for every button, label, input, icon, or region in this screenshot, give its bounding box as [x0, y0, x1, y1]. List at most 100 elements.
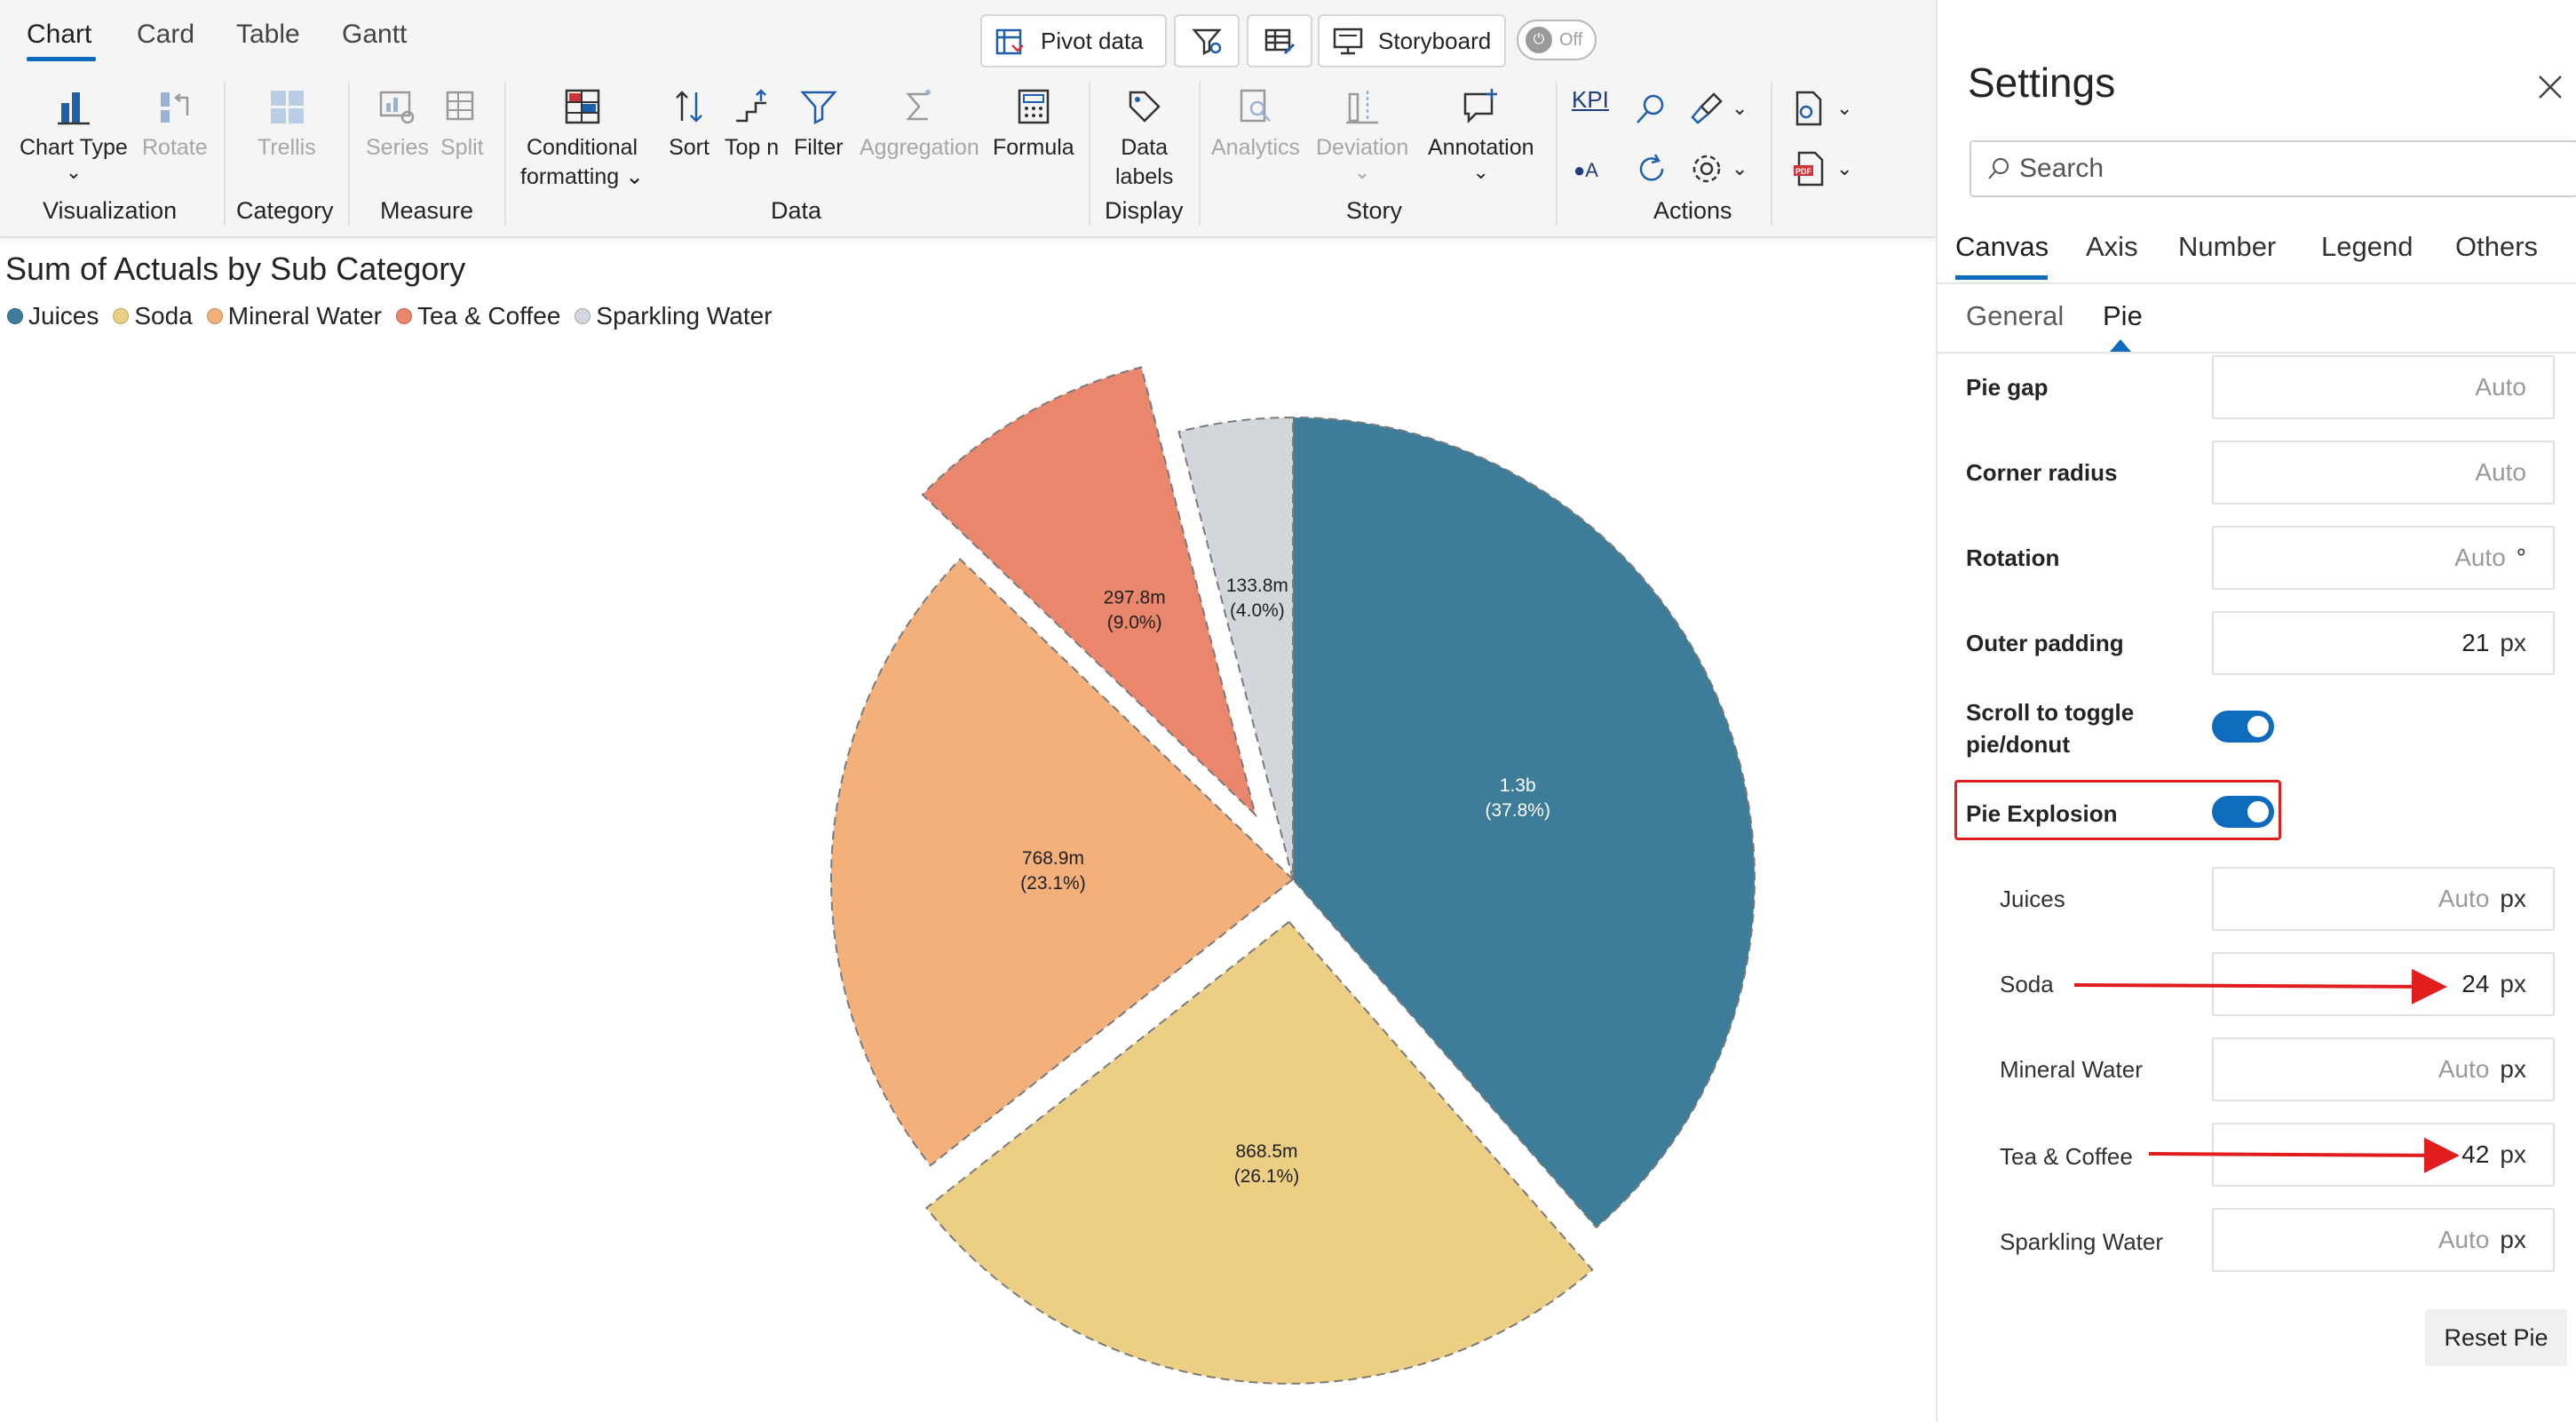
pie-slice-mineral-water[interactable] [830, 558, 1295, 1167]
storyboard-button[interactable]: Storyboard [1318, 14, 1506, 68]
legend-item[interactable]: Juices [7, 302, 99, 330]
legend-item[interactable]: Soda [113, 302, 193, 330]
tab-canvas[interactable]: Canvas [1955, 231, 2049, 262]
tab-number[interactable]: Number [2178, 231, 2277, 262]
deviation-button[interactable]: Deviation ⌄ [1316, 80, 1408, 182]
reset-pie-button[interactable]: Reset Pie [2425, 1309, 2567, 1366]
chevron-down-icon: ⌄ [625, 164, 645, 189]
legend-item[interactable]: Sparkling Water [575, 302, 773, 330]
legend-item[interactable]: Tea & Coffee [396, 302, 560, 330]
pie-slice-soda[interactable] [924, 920, 1594, 1385]
outer-padding-input[interactable]: 21 px [2212, 611, 2555, 675]
explosion-sparkling-water-input[interactable]: Auto px [2212, 1208, 2555, 1272]
pie-explosion-switch[interactable] [2212, 796, 2274, 828]
tab-legend[interactable]: Legend [2321, 231, 2414, 262]
conditional-formatting-button[interactable]: Conditional formatting ⌄ [520, 80, 644, 192]
format-painter-button[interactable]: ⌄ [1687, 82, 1748, 135]
chevron-down-icon: ⌄ [1353, 161, 1371, 183]
group-label-actions: Actions [1653, 197, 1732, 224]
legend-swatch [575, 308, 591, 324]
pivot-data-button[interactable]: Pivot data [980, 14, 1167, 68]
filter-button[interactable]: Filter [794, 80, 844, 163]
rotation-label: Rotation [1966, 544, 2060, 571]
subtab-pie[interactable]: Pie [2103, 300, 2143, 331]
tab-others[interactable]: Others [2455, 231, 2539, 262]
export-settings-button[interactable]: ⌄ [1788, 82, 1852, 135]
search-icon [1986, 155, 2012, 182]
pie-chart: 1.3b (37.8%) 868.5m (26.1%) 768.9m (23.1%) 297… [830, 366, 1756, 1385]
chart-settings-button[interactable]: ⌄ [1687, 142, 1748, 195]
active-tab-indicator [27, 57, 96, 61]
analytics-button[interactable]: Analytics [1211, 80, 1300, 163]
corner-radius-input[interactable]: Auto [2212, 441, 2555, 504]
ribbon-separator [1556, 82, 1557, 226]
tab-table[interactable]: Table [236, 20, 300, 49]
export-pdf-button[interactable]: PDF ⌄ [1788, 142, 1852, 195]
close-button[interactable] [2534, 71, 2566, 103]
settings-search-input[interactable]: Search [1970, 140, 2576, 197]
corner-radius-value: Auto [2475, 458, 2526, 486]
tab-chart[interactable]: Chart [27, 20, 92, 49]
annotation-button[interactable]: Annotation ⌄ [1428, 80, 1534, 182]
ribbon-separator [1089, 82, 1090, 226]
scroll-toggle-label-line-2: pie/donut [1966, 731, 2070, 758]
pie-slice-juices[interactable] [1292, 416, 1756, 1229]
refresh-button[interactable] [1632, 142, 1671, 195]
table-edit-button[interactable] [1247, 14, 1312, 68]
aggregation-button[interactable]: Aggregation [860, 80, 979, 163]
explosion-sparkling-water-value: Auto [2437, 1226, 2490, 1253]
pie-slice-tea-coffee[interactable] [921, 366, 1257, 818]
legend-swatch [206, 308, 223, 324]
chevron-down-icon: ⌄ [1836, 97, 1853, 119]
data-labels-label-1: Data [1121, 135, 1169, 160]
explosion-juices-input[interactable]: Auto px [2212, 867, 2555, 931]
legend-item[interactable]: Mineral Water [206, 302, 382, 330]
chart-type-button[interactable]: Chart Type ⌄ [20, 80, 128, 182]
storyboard-toggle[interactable]: ⏻ Off [1517, 20, 1597, 60]
trellis-button[interactable]: Trellis [258, 80, 316, 163]
formula-label: Formula [993, 135, 1074, 160]
split-button[interactable]: Split [440, 80, 484, 163]
data-labels-button[interactable]: Data labels [1115, 80, 1173, 192]
pie-slice-sparkling-water[interactable] [1177, 416, 1294, 880]
refresh-icon [1632, 142, 1671, 195]
legend-dot-a-icon: ●A [1573, 159, 1598, 181]
pdf-icon: PDF [1788, 142, 1827, 195]
rotate-button[interactable]: Rotate [142, 80, 208, 163]
tab-axis[interactable]: Axis [2086, 231, 2138, 262]
explosion-soda-input[interactable]: 24 px [2212, 952, 2555, 1016]
tag-icon [1123, 80, 1166, 133]
kpi-button[interactable]: KPI [1572, 85, 1609, 115]
rotation-input[interactable]: Auto ° [2212, 526, 2555, 590]
pie-gap-input[interactable]: Auto [2212, 355, 2555, 419]
series-icon [376, 80, 418, 133]
scroll-toggle-switch[interactable] [2212, 711, 2274, 743]
filter-icon [797, 80, 840, 133]
filter-settings-button[interactable] [1174, 14, 1240, 68]
rotation-unit: ° [2516, 544, 2526, 571]
subtab-general[interactable]: General [1966, 300, 2065, 331]
outer-padding-label: Outer padding [1966, 630, 2124, 656]
sort-label: Sort [669, 135, 709, 160]
legend-toggle-button[interactable]: ●A [1573, 144, 1598, 197]
sigma-icon [898, 80, 940, 133]
data-label-percent: (26.1%) [1234, 1166, 1300, 1187]
settings-title: Settings [1968, 60, 2116, 106]
top-n-button[interactable]: Top n [725, 80, 779, 163]
chevron-down-icon: ⌄ [1732, 97, 1748, 119]
pie-gap-label: Pie gap [1966, 374, 2049, 401]
formula-button[interactable]: Formula [993, 80, 1074, 163]
top-n-label: Top n [725, 135, 780, 160]
data-label-percent: (37.8%) [1485, 800, 1550, 821]
chart-title: Sum of Actuals by Sub Category [5, 250, 466, 287]
explosion-mineral-water-input[interactable]: Auto px [2212, 1037, 2555, 1101]
outer-padding-unit: px [2500, 629, 2526, 656]
outer-padding-value: 21 [2461, 629, 2490, 656]
tab-card[interactable]: Card [137, 20, 195, 49]
series-button[interactable]: Series [366, 80, 429, 163]
svg-text:PDF: PDF [1795, 167, 1812, 176]
tab-gantt[interactable]: Gantt [342, 20, 408, 49]
sort-button[interactable]: Sort [668, 80, 710, 163]
explosion-soda-label: Soda [2000, 971, 2054, 997]
search-tool-button[interactable] [1632, 82, 1671, 135]
